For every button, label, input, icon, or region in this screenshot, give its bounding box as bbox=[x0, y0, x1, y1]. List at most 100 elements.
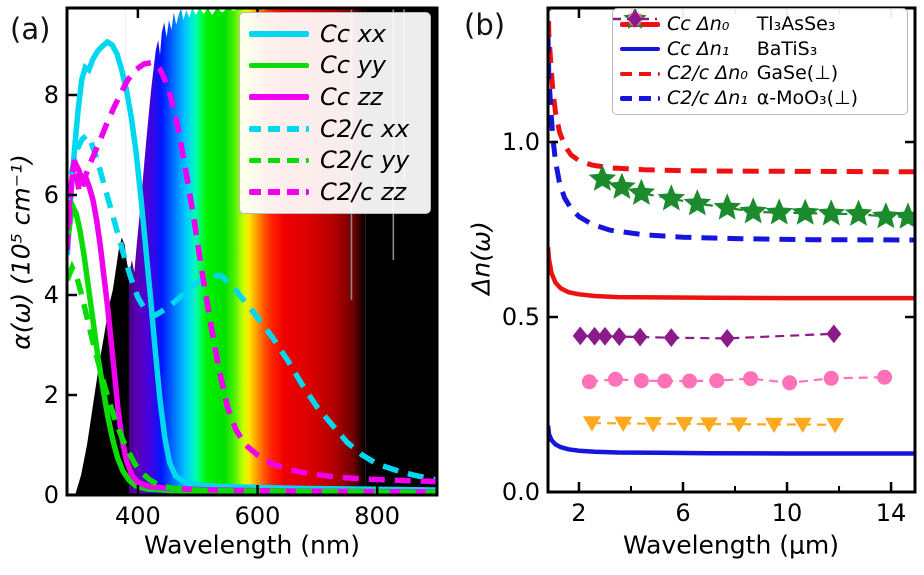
legend-item: C2/c zz bbox=[249, 180, 421, 204]
panel-b-tag: (b) bbox=[464, 8, 506, 42]
connector-triangle-down bbox=[591, 422, 836, 426]
legend-label: Tl₃AsSe₃ bbox=[756, 12, 836, 35]
panel-a-xtick-label: 600 bbox=[234, 502, 281, 530]
panel-a-ytick-label: 2 bbox=[43, 381, 59, 409]
triangle-down-marker bbox=[700, 417, 719, 433]
star-marker bbox=[817, 199, 845, 226]
star-marker bbox=[872, 202, 900, 229]
legend-label: α-MoO₃(⊥) bbox=[756, 87, 859, 110]
triangle-down-marker bbox=[765, 417, 784, 434]
star-marker bbox=[791, 198, 819, 225]
solid-line-swatch bbox=[620, 46, 660, 52]
diamond-marker bbox=[597, 326, 613, 346]
panel-a-xtick-label: 800 bbox=[354, 502, 401, 530]
triangle-down-marker bbox=[644, 417, 663, 433]
panel-b-yaxis-label: Δn(ω) bbox=[466, 221, 496, 295]
circle-marker bbox=[823, 370, 839, 386]
triangle-down-marker bbox=[675, 417, 694, 433]
circle-marker bbox=[782, 375, 798, 391]
legend-item: α-MoO₃(⊥) bbox=[613, 10, 900, 111]
legend-item: Cc zz bbox=[249, 85, 421, 109]
triangle-down-marker bbox=[582, 416, 601, 432]
curve-cc-xx bbox=[67, 38, 437, 493]
circle-marker bbox=[681, 373, 697, 389]
curve-c2-c-zz bbox=[67, 59, 437, 485]
panel-a-ytick-label: 0 bbox=[43, 481, 59, 509]
panel-b-xtick-label: 10 bbox=[771, 499, 803, 527]
panel-a-xaxis-label: Wavelength (nm) bbox=[144, 530, 360, 560]
solid-line-swatch bbox=[249, 31, 309, 37]
diamond-marker bbox=[587, 326, 603, 346]
legend-label: C2/c xx bbox=[320, 114, 410, 143]
triangle-down-marker bbox=[826, 418, 845, 434]
solid-line-swatch bbox=[249, 62, 309, 69]
panel-a-legend: Cc xx Cc yy Cc zz C2/c xx C2/c yy C2/c zz bbox=[239, 12, 431, 214]
curve-c2-c-n- bbox=[548, 36, 915, 243]
spectrum-sky-mask bbox=[125, 8, 366, 280]
star-marker bbox=[713, 193, 741, 220]
dashed-line-swatch bbox=[620, 71, 660, 77]
curve-c2-c-yy bbox=[67, 260, 437, 495]
panel-b-xaxis-label: Wavelength (μm) bbox=[622, 530, 840, 560]
curve-cc-n- bbox=[548, 425, 915, 456]
curve-c2-c-n- bbox=[548, 8, 915, 175]
diamond-marker bbox=[663, 328, 679, 348]
panel-a-ytick-label: 4 bbox=[43, 281, 59, 309]
panel-a-xtick-label: 400 bbox=[114, 502, 161, 530]
panel-b-legend: Cc Δn₀ Cc Δn₁ C2/c Δn₀ C2/c Δn₁ Tl₃AsSe₃ BaTi… bbox=[612, 8, 908, 115]
diamond-marker bbox=[611, 327, 627, 346]
star-marker bbox=[844, 199, 873, 226]
legend-label: C2/c Δn₁ bbox=[667, 87, 748, 110]
star-marker bbox=[608, 172, 636, 199]
legend-label: GaSe(⊥) bbox=[756, 62, 839, 85]
legend-item: C2/c yy bbox=[249, 148, 421, 172]
legend-item: Cc xx bbox=[249, 22, 421, 46]
panel-a-ytick-label: 6 bbox=[43, 181, 59, 209]
legend-item: C2/c Δn₁ bbox=[620, 86, 753, 111]
panel-a-tag: (a) bbox=[10, 12, 51, 46]
triangle-down-marker bbox=[793, 417, 812, 434]
legend-item: C2/c xx bbox=[249, 117, 421, 141]
legend-label: Cc yy bbox=[320, 51, 386, 80]
star-marker bbox=[588, 164, 617, 191]
panel-b-ytick-label: 0.5 bbox=[501, 303, 540, 332]
connector-circle bbox=[589, 376, 885, 384]
star-marker bbox=[683, 189, 712, 216]
dashed-line-swatch bbox=[620, 96, 660, 101]
legend-label: Cc Δn₁ bbox=[667, 37, 730, 60]
solid-line-swatch bbox=[249, 94, 309, 100]
circle-marker bbox=[581, 374, 597, 390]
panel-a-ytick-label: 8 bbox=[43, 81, 59, 109]
legend-item: C2/c Δn₀ bbox=[620, 62, 753, 87]
diamond-marker bbox=[628, 10, 642, 28]
panel-a-spines bbox=[65, 6, 439, 497]
star-marker bbox=[657, 184, 686, 211]
diamond-marker bbox=[632, 327, 648, 347]
diamond-marker bbox=[826, 324, 842, 344]
panel-b-xtick-label: 2 bbox=[571, 499, 587, 527]
star-marker bbox=[627, 178, 656, 205]
dashed-line-swatch bbox=[249, 157, 309, 164]
diamond-marker bbox=[719, 328, 735, 348]
star-marker bbox=[765, 198, 793, 225]
triangle-down-marker bbox=[614, 416, 633, 432]
triangle-down-marker bbox=[729, 417, 748, 433]
diamond-marker bbox=[572, 326, 588, 346]
panel-b-xtick-label: 6 bbox=[675, 499, 691, 527]
legend-label: Cc Δn₀ bbox=[667, 12, 730, 35]
legend-item: GaSe(⊥) bbox=[613, 12, 900, 87]
legend-item: BaTiS₃ bbox=[613, 9, 900, 62]
diamond-swatch bbox=[613, 10, 657, 28]
legend-label: Cc zz bbox=[320, 83, 383, 112]
curve-c2-c-xx bbox=[67, 130, 437, 483]
legend-item: Tl₃AsSe₃ bbox=[613, 12, 900, 37]
dashed-line-swatch bbox=[249, 126, 309, 132]
legend-label: BaTiS₃ bbox=[756, 37, 818, 60]
circle-marker bbox=[743, 371, 759, 387]
circle-marker bbox=[709, 373, 725, 389]
circle-marker bbox=[633, 373, 649, 389]
circle-marker bbox=[607, 371, 623, 387]
legend-label: C2/c yy bbox=[320, 146, 410, 175]
star-marker bbox=[894, 202, 915, 229]
panel-b-ytick-label: 1.0 bbox=[501, 128, 540, 157]
